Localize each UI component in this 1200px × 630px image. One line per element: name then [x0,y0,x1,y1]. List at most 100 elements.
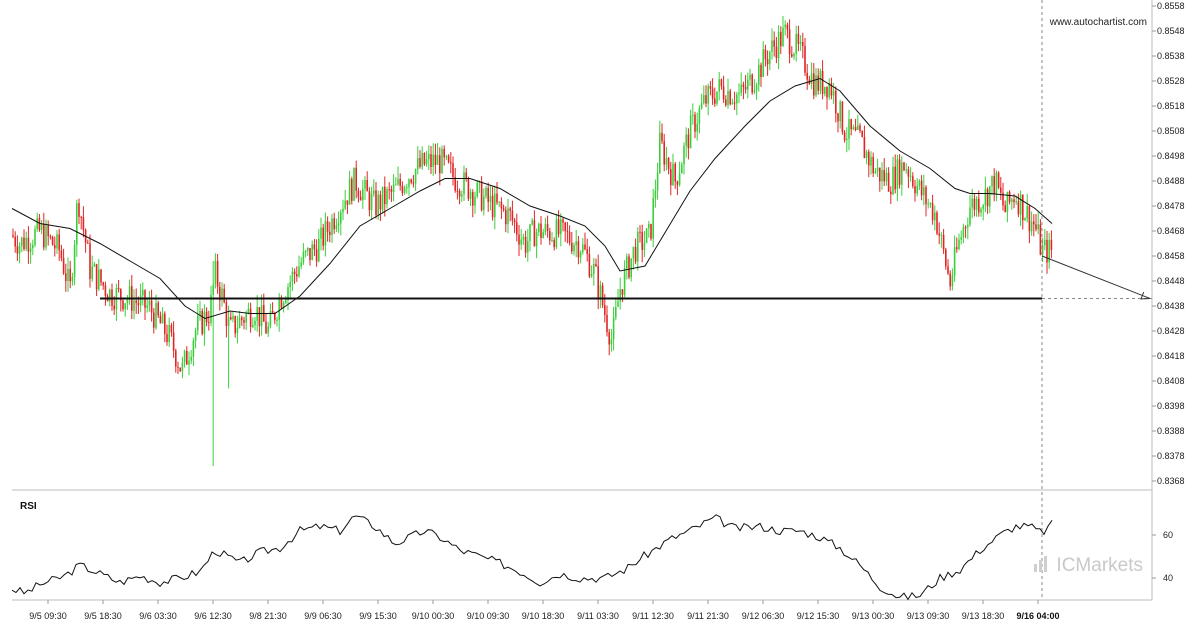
candle-body [887,172,890,192]
candle-body [476,182,478,197]
candle-body [412,182,415,184]
candle-body [830,82,833,96]
candle-body [76,203,78,245]
candle-body [249,308,252,327]
candle-body [989,186,991,207]
candle-body [962,227,965,238]
candle-body [566,230,569,232]
candle-body [148,300,151,306]
candle-body [260,305,263,327]
candle-body [401,185,404,193]
candle-body [91,266,93,279]
candle-body [370,193,373,211]
candle-body [406,187,408,189]
candle-body [509,208,511,211]
candle-body [872,156,874,174]
candle-body [329,231,331,236]
candle-body [582,244,584,253]
candle-body [29,248,32,252]
candle-body [766,59,769,65]
candle-body [692,114,694,116]
candle-body [645,228,648,243]
candle-body [311,244,313,260]
candle-body [65,273,67,282]
candle-body [417,158,419,170]
candle-body [958,239,960,249]
candle-body [824,86,826,94]
y-tick-label: 0.8448 [1157,276,1185,286]
candle-body [188,360,190,365]
candle-body [672,163,674,186]
candle-body [192,340,195,357]
candle-body [982,205,984,209]
candle-body [78,203,80,217]
candle-body [918,180,921,186]
candle-body [736,94,738,104]
candle-body [617,301,619,307]
candle-body [1028,206,1031,232]
candle-body [619,289,621,302]
candle-body [597,266,599,299]
candle-body [331,218,333,236]
candle-body [586,249,588,255]
candle-body [885,172,888,182]
candle-body [678,173,681,185]
candle-body [971,198,973,208]
candle-body [87,242,89,244]
candle-body [828,82,830,98]
candle-body [854,127,857,130]
projection-line [1041,255,1151,299]
candle-body [936,212,938,234]
candle-body [821,71,824,94]
candle-body [456,190,459,192]
candle-body [265,321,267,334]
candle-body [698,108,701,124]
candle-body [38,218,41,230]
candle-body [315,249,318,262]
projection-arrowhead [1140,291,1151,300]
candle-body [1006,191,1009,213]
candle-body [850,119,852,130]
candle-body [505,209,507,225]
y-tick-label: 0.8548 [1157,26,1185,36]
candle-body [326,221,329,232]
candle-body [986,189,989,207]
candle-body [1050,239,1053,251]
candle-body [124,303,126,310]
candle-body [1004,205,1006,213]
candle-body [23,237,25,249]
candle-body [665,158,668,165]
candle-body [1048,239,1050,263]
y-tick-label: 0.8518 [1157,101,1185,111]
candle-body [1039,224,1042,255]
candle-body [874,171,877,174]
candle-body [269,311,272,327]
candle-body [529,224,531,241]
candle-body [18,245,21,254]
candle-body [159,315,162,324]
candle-body [606,314,608,333]
candle-body [577,241,580,258]
candle-body [386,189,388,205]
candle-body [186,350,188,365]
candle-body [907,169,910,177]
candle-body [632,246,635,259]
candle-body [749,74,751,80]
candle-body [718,79,720,92]
candle-body [590,273,593,277]
candle-body [538,223,540,233]
candle-body [157,302,159,316]
candle-body [780,31,782,46]
candle-body [654,190,657,199]
candle-body [56,234,58,249]
candle-body [403,187,406,193]
candle-body [208,322,210,324]
candle-body [689,115,692,149]
candle-body [219,286,221,301]
candle-body [491,195,494,218]
candle-body [945,249,947,267]
candle-body [610,339,613,345]
candle-body [291,271,294,282]
candle-body [687,134,690,149]
